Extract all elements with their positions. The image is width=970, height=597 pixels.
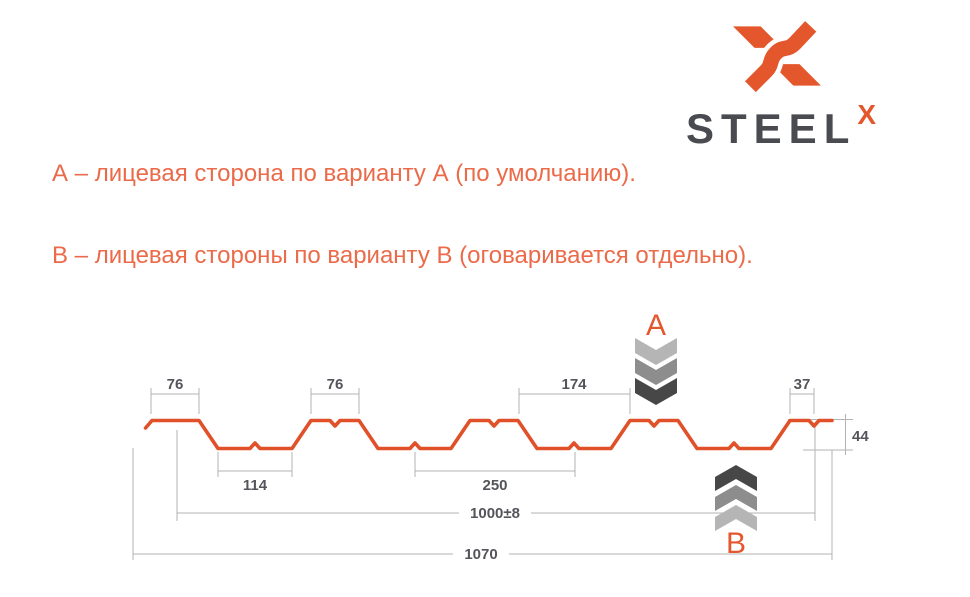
dim-pitch: 250 xyxy=(482,477,507,494)
dimension-labels: 76 76 174 37 114 250 1000±8 1070 44 xyxy=(167,376,870,563)
dim-height: 44 xyxy=(852,428,869,445)
chevron-up-icon xyxy=(715,485,757,511)
chevron-down-icon xyxy=(635,378,677,405)
dim-cover-width: 1000±8 xyxy=(470,505,520,522)
profile-outline xyxy=(143,418,834,451)
chevron-up-icon xyxy=(715,505,757,531)
chevron-down-icon xyxy=(635,338,677,365)
chevron-up-icon xyxy=(715,465,757,491)
brand-x-icon xyxy=(733,17,821,96)
dim-crest-width-left: 76 xyxy=(167,376,184,393)
brand-superscript: X xyxy=(857,99,877,130)
dim-crest-spacing: 174 xyxy=(561,376,587,393)
dim-edge-crest: 37 xyxy=(794,376,811,393)
logo-s-band xyxy=(745,21,817,93)
note-variant-a: А – лицевая сторона по варианту А (по ум… xyxy=(52,160,636,187)
variant-b-marker: B xyxy=(715,465,757,560)
marker-b-label: B xyxy=(726,527,746,560)
logo-arm-bottom-right xyxy=(771,64,821,86)
marker-a-label: A xyxy=(646,309,666,342)
chevron-down-icon xyxy=(635,358,677,385)
variant-a-marker: A xyxy=(635,309,677,405)
dim-crest-width-mid: 76 xyxy=(327,376,344,393)
dim-valley-width: 114 xyxy=(243,477,268,494)
dim-overall-width: 1070 xyxy=(464,546,497,563)
note-variant-b: В – лицевая стороны по варианту В (огова… xyxy=(52,242,753,269)
brand-logo: STEELX xyxy=(686,99,876,153)
brand-name: STEEL xyxy=(686,105,857,152)
